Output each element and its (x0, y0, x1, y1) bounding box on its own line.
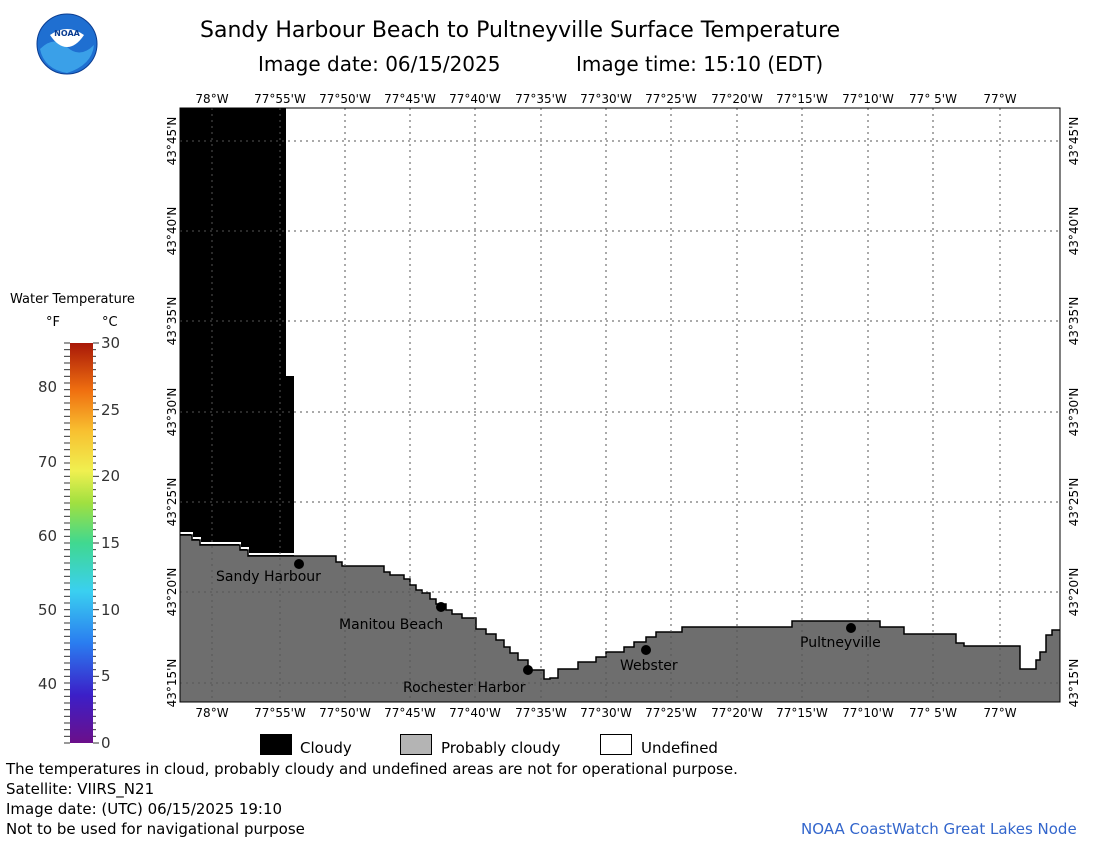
longitude-label-top: 77°45'W (384, 92, 436, 106)
legend-unit-c: °C (102, 315, 118, 330)
place-label: Rochester Harbor (403, 680, 526, 696)
latitude-label-right: 43°45'N (1067, 116, 1081, 166)
place-label: Manitou Beach (339, 617, 444, 633)
key-undefined-swatch (600, 734, 632, 755)
fahrenheit-tick-label: 80 (38, 378, 58, 397)
celsius-tick-label: 15 (101, 534, 121, 552)
page-title: Sandy Harbour Beach to Pultneyville Surf… (200, 18, 841, 43)
latitude-label-right: 43°20'N (1067, 567, 1081, 617)
celsius-tick-label: 0 (101, 734, 111, 752)
latitude-label-left: 43°20'N (165, 567, 179, 617)
fahrenheit-tick-label: 40 (38, 674, 58, 693)
place-label: Sandy Harbour (216, 569, 321, 585)
longitude-label-top: 77°20'W (711, 92, 763, 106)
fahrenheit-tick-label: 70 (38, 452, 58, 471)
longitude-label-bottom: 78°W (195, 706, 229, 720)
legend-unit-f: °F (46, 315, 60, 330)
longitude-label-bottom: 77°25'W (645, 706, 697, 720)
image-time: Image time: 15:10 (EDT) (576, 52, 824, 76)
place-label: Webster (620, 658, 678, 674)
latitude-label-left: 43°30'N (165, 387, 179, 437)
utc-date-note: Image date: (UTC) 06/15/2025 19:10 (6, 800, 283, 818)
latitude-label-right: 43°40'N (1067, 206, 1081, 256)
latitude-label-right: 43°25'N (1067, 477, 1081, 527)
surface-temperature-map (179, 107, 1061, 703)
longitude-label-top: 77°15'W (776, 92, 828, 106)
place-label: Pultneyville (800, 635, 881, 651)
longitude-label-bottom: 77°15'W (776, 706, 828, 720)
key-cloudy-label: Cloudy (300, 739, 352, 757)
longitude-label-top: 77°30'W (580, 92, 632, 106)
longitude-label-bottom: 77°30'W (580, 706, 632, 720)
latitude-label-right: 43°30'N (1067, 387, 1081, 437)
longitude-label-bottom: 77°20'W (711, 706, 763, 720)
place-marker (436, 602, 446, 612)
latitude-label-left: 43°25'N (165, 477, 179, 527)
longitude-label-top: 78°W (195, 92, 229, 106)
longitude-label-top: 77°10'W (842, 92, 894, 106)
satellite-note: Satellite: VIIRS_N21 (6, 780, 155, 798)
place-marker (294, 559, 304, 569)
latitude-label-left: 43°15'N (165, 658, 179, 708)
longitude-label-bottom: 77°55'W (254, 706, 306, 720)
celsius-tick-label: 25 (101, 400, 121, 419)
longitude-label-bottom: 77°45'W (384, 706, 436, 720)
longitude-label-bottom: 77°50'W (319, 706, 371, 720)
image-date: Image date: 06/15/2025 (258, 52, 501, 76)
latitude-label-left: 43°40'N (165, 206, 179, 256)
key-cloudy-swatch (260, 734, 292, 755)
noaa-logo: NOAA (36, 13, 98, 75)
longitude-label-top: 77°25'W (645, 92, 697, 106)
celsius-tick-label: 20 (101, 467, 121, 486)
latitude-label-left: 43°45'N (165, 116, 179, 166)
longitude-label-bottom: 77°35'W (515, 706, 567, 720)
credit-link[interactable]: NOAA CoastWatch Great Lakes Node (801, 820, 1077, 838)
latitude-label-right: 43°35'N (1067, 296, 1081, 346)
longitude-label-top: 77°35'W (515, 92, 567, 106)
fahrenheit-tick-label: 50 (38, 600, 58, 619)
fahrenheit-tick-label: 60 (38, 526, 58, 545)
celsius-tick-label: 5 (101, 667, 111, 686)
place-marker (641, 645, 651, 655)
longitude-label-bottom: 77°10'W (842, 706, 894, 720)
key-undefined-label: Undefined (641, 739, 718, 757)
key-probably-cloudy-label: Probably cloudy (441, 739, 561, 757)
logo-text: NOAA (54, 29, 80, 38)
longitude-label-top: 77°W (983, 92, 1017, 106)
place-marker (523, 665, 533, 675)
longitude-label-top: 77°50'W (319, 92, 371, 106)
longitude-label-top: 77°55'W (254, 92, 306, 106)
latitude-label-left: 43°35'N (165, 296, 179, 346)
longitude-label-bottom: 77° 5'W (909, 706, 957, 720)
land-area (180, 535, 1060, 702)
longitude-label-bottom: 77°W (983, 706, 1017, 720)
key-probably-cloudy-swatch (400, 734, 432, 755)
celsius-tick-label: 30 (101, 334, 121, 352)
longitude-label-bottom: 77°40'W (449, 706, 501, 720)
place-marker (846, 623, 856, 633)
longitude-label-top: 77°40'W (449, 92, 501, 106)
shoreline (180, 534, 1060, 680)
celsius-tick-label: 10 (101, 600, 121, 619)
temperature-colorbar (64, 342, 99, 744)
cloud-area (180, 108, 294, 556)
navigation-note: Not to be used for navigational purpose (6, 820, 305, 838)
longitude-label-top: 77° 5'W (909, 92, 957, 106)
legend-title: Water Temperature (10, 292, 135, 307)
latitude-label-right: 43°15'N (1067, 658, 1081, 708)
disclaimer-note: The temperatures in cloud, probably clou… (6, 760, 738, 778)
